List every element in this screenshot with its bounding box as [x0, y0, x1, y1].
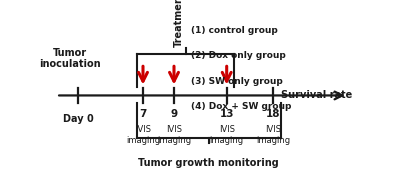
Text: Treatment: Treatment	[174, 0, 184, 47]
Text: Tumor
inoculation: Tumor inoculation	[39, 48, 101, 69]
Text: (3) SW only group: (3) SW only group	[191, 77, 283, 86]
Text: IVIS
imaging: IVIS imaging	[210, 125, 244, 145]
Text: (4) Dox + SW group: (4) Dox + SW group	[191, 102, 292, 111]
Text: 7: 7	[139, 108, 147, 119]
Text: 13: 13	[220, 108, 234, 119]
Text: Day 0: Day 0	[62, 114, 93, 124]
Text: IVIS
imaging: IVIS imaging	[126, 125, 160, 145]
Text: IVIS
imaging: IVIS imaging	[157, 125, 191, 145]
Text: Survival rate: Survival rate	[281, 91, 352, 100]
Text: 9: 9	[170, 108, 178, 119]
Text: (2) Dox only group: (2) Dox only group	[191, 51, 286, 60]
Text: (1) control group: (1) control group	[191, 26, 278, 35]
Text: IVIS
imaging: IVIS imaging	[256, 125, 290, 145]
Text: Tumor growth monitoring: Tumor growth monitoring	[138, 158, 278, 168]
Text: 18: 18	[266, 108, 280, 119]
